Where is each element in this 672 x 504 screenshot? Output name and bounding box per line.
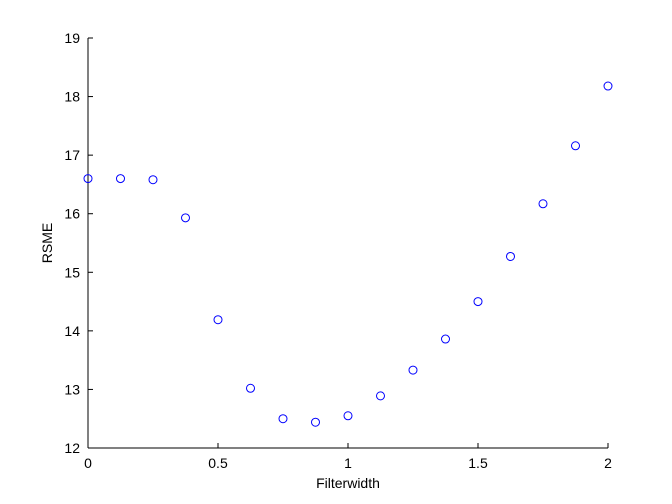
data-point <box>213 315 223 325</box>
y-tick-label: 19 <box>64 30 80 46</box>
data-point <box>343 411 353 421</box>
x-tick-label: 0 <box>84 455 92 471</box>
y-tick-label: 15 <box>64 264 80 280</box>
data-point <box>83 174 93 184</box>
data-point <box>473 297 483 307</box>
axes <box>87 38 608 449</box>
data-point <box>506 251 515 261</box>
data-point <box>441 334 450 344</box>
y-axis-label: RSME <box>39 223 55 263</box>
y-tick-label: 12 <box>64 440 80 456</box>
ticks: 0 0.5 1 1.5 2 12 13 14 15 16 17 18 19 <box>64 30 612 471</box>
data-point <box>181 213 190 223</box>
y-tick-label: 16 <box>64 206 80 222</box>
y-tick-label: 17 <box>64 147 80 163</box>
x-tick-label: 2 <box>604 455 612 471</box>
x-axis-label: Filterwidth <box>316 475 380 491</box>
x-tick-label: 1 <box>344 455 352 471</box>
data-point <box>376 391 385 401</box>
data-point <box>246 383 255 393</box>
data-point <box>571 141 580 151</box>
data-point <box>538 199 548 209</box>
data-point <box>408 365 418 375</box>
y-tick-label: 14 <box>64 323 80 339</box>
x-tick-label: 0.5 <box>208 455 228 471</box>
data-point <box>311 417 320 427</box>
data-point <box>116 174 125 184</box>
data-points <box>83 81 613 427</box>
y-tick-label: 13 <box>64 381 80 397</box>
data-point <box>603 81 613 91</box>
data-point <box>278 414 288 424</box>
y-tick-label: 18 <box>64 89 80 105</box>
data-point <box>148 175 158 185</box>
x-tick-label: 1.5 <box>468 455 488 471</box>
